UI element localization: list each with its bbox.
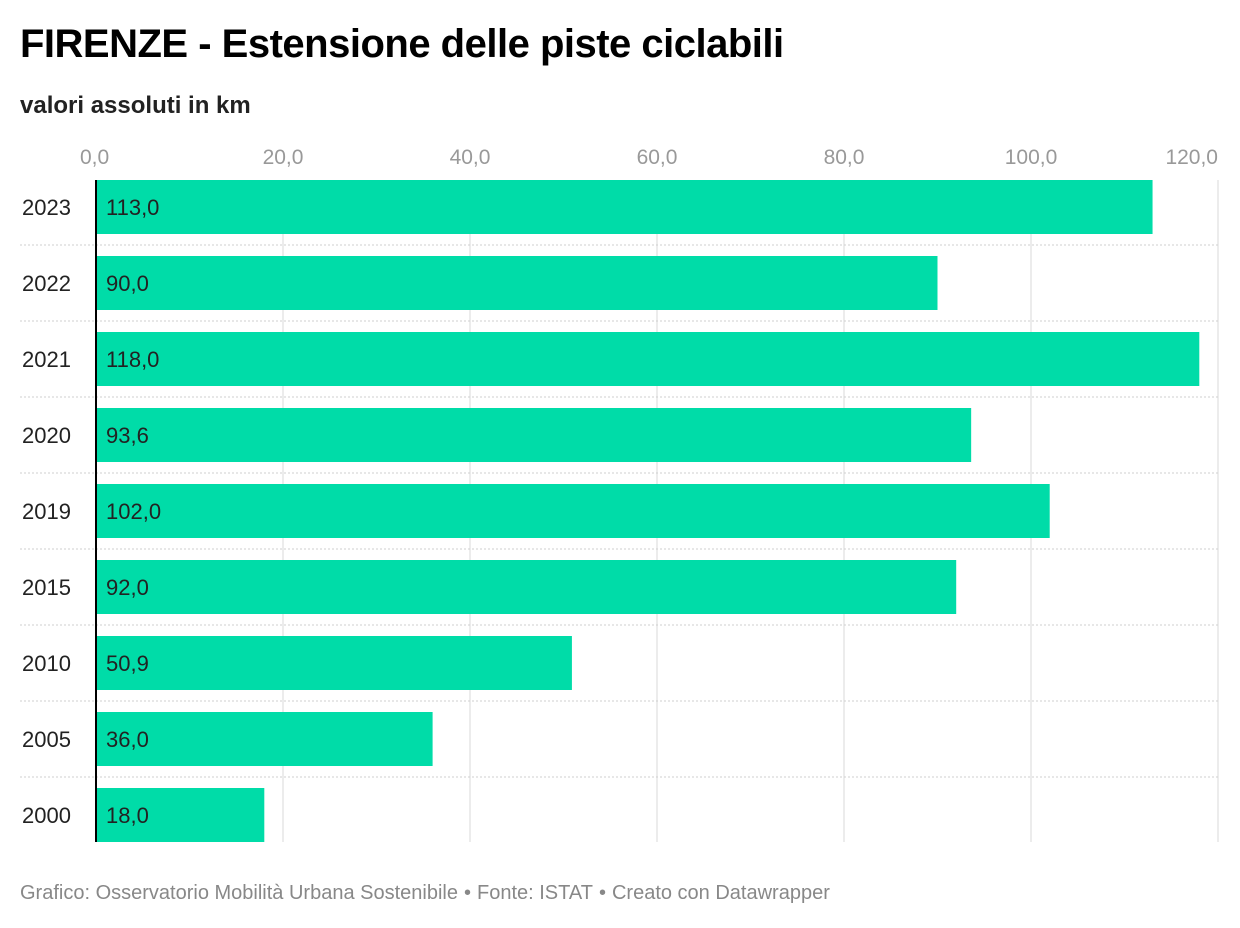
value-label: 118,0 <box>106 347 159 372</box>
chart-title: FIRENZE - Estensione delle piste ciclabi… <box>20 22 784 66</box>
bar <box>96 256 938 310</box>
bar <box>96 180 1153 234</box>
labels: 0,0 20,0 40,0 60,0 80,0 100,0 120,0 2023 113,0 20… <box>22 146 1218 842</box>
bar <box>96 788 265 842</box>
category-label: 2015 <box>22 575 71 600</box>
x-tick-label: 0,0 <box>80 146 109 169</box>
x-tick-label: 120,0 <box>1165 146 1218 169</box>
category-label: 2020 <box>22 423 71 448</box>
value-label: 90,0 <box>106 271 149 296</box>
category-label: 2000 <box>22 803 71 828</box>
category-label: 2005 <box>22 727 71 752</box>
chart-footer: Grafico: Osservatorio Mobilità Urbana So… <box>20 882 830 905</box>
value-label: 93,6 <box>106 423 149 448</box>
value-label: 18,0 <box>106 803 149 828</box>
bar <box>96 484 1050 538</box>
x-tick-label: 60,0 <box>637 146 678 169</box>
chart-credit: Grafico: Osservatorio Mobilità Urbana So… <box>20 882 458 904</box>
footer-separator: • <box>598 882 606 904</box>
bar <box>96 712 433 766</box>
category-label: 2019 <box>22 499 71 524</box>
footer-separator: • <box>463 882 471 904</box>
chart-subtitle: valori assoluti in km <box>20 92 251 119</box>
bar <box>96 408 972 462</box>
x-tick-label: 20,0 <box>263 146 304 169</box>
value-label: 102,0 <box>106 499 161 524</box>
category-label: 2010 <box>22 651 71 676</box>
made-with-credit: Creato con Datawrapper <box>611 882 830 904</box>
bar <box>96 332 1200 386</box>
x-tick-label: 80,0 <box>824 146 865 169</box>
category-label: 2021 <box>22 347 71 372</box>
value-label: 50,9 <box>106 651 149 676</box>
x-tick-label: 40,0 <box>450 146 491 169</box>
value-label: 113,0 <box>106 195 159 220</box>
value-label: 92,0 <box>106 575 149 600</box>
category-label: 2022 <box>22 271 71 296</box>
category-label: 2023 <box>22 195 71 220</box>
source-credit: Fonte: ISTAT <box>476 882 593 904</box>
value-label: 36,0 <box>106 727 149 752</box>
bar <box>96 560 957 614</box>
bars <box>96 180 1200 842</box>
bar <box>96 636 572 690</box>
x-tick-label: 100,0 <box>1005 146 1058 169</box>
